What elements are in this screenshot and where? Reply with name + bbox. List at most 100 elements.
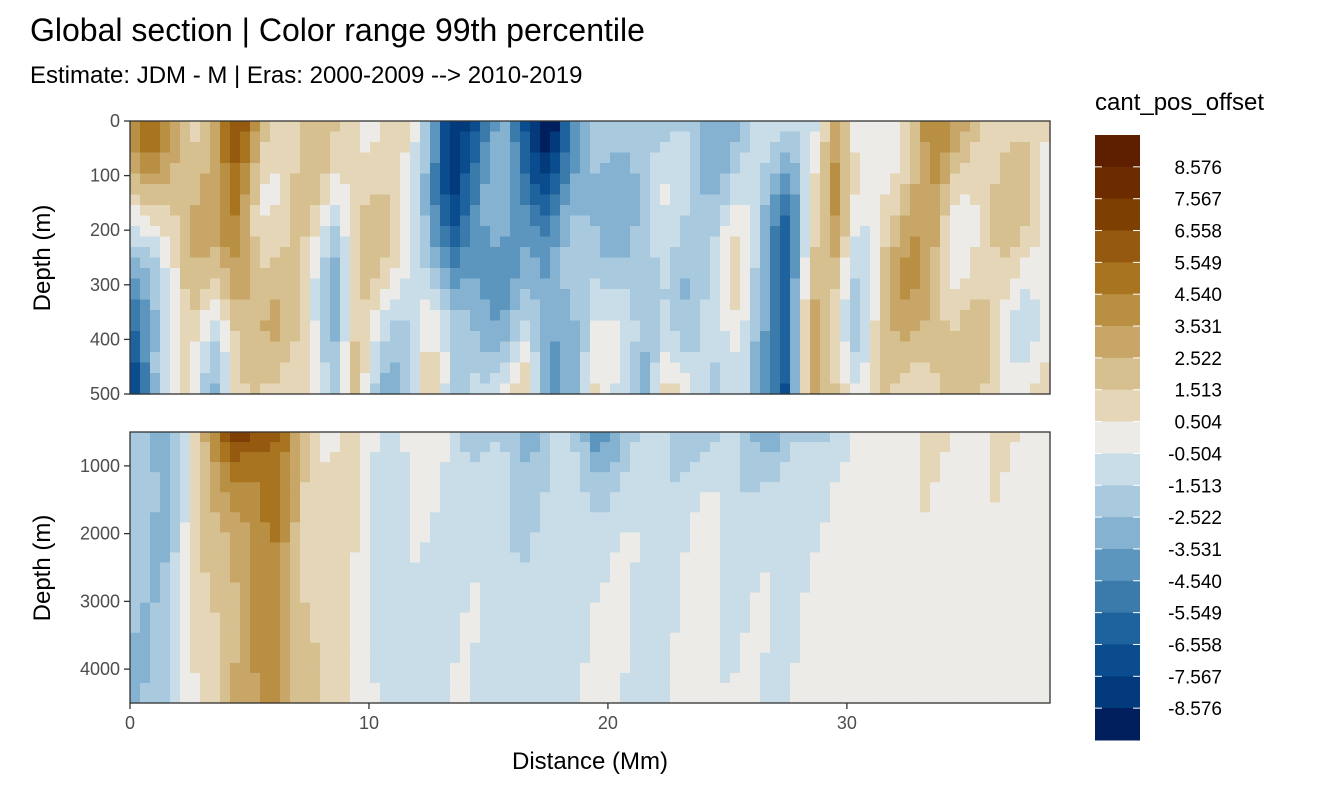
field-cell <box>900 142 911 154</box>
field-cell <box>710 257 721 269</box>
field-cell <box>680 492 691 503</box>
field-cell <box>460 692 471 704</box>
field-cell <box>600 121 611 133</box>
field-cell <box>200 320 211 332</box>
field-cell <box>200 472 211 483</box>
field-cell <box>750 522 761 533</box>
field-cell <box>340 502 351 513</box>
field-cell <box>600 320 611 332</box>
field-cell <box>200 173 211 185</box>
field-cell <box>150 582 161 594</box>
field-cell <box>810 131 821 143</box>
field-cell <box>900 299 911 311</box>
field-cell <box>850 310 861 322</box>
field-cell <box>580 692 591 704</box>
field-cell <box>310 502 321 513</box>
field-cell <box>330 642 341 654</box>
field-cell <box>230 163 241 175</box>
field-cell <box>400 592 411 604</box>
field-cell <box>460 236 471 248</box>
field-cell <box>1040 226 1051 238</box>
field-cell <box>790 692 801 704</box>
field-cell <box>770 142 781 154</box>
field-cell <box>910 205 921 217</box>
field-cell <box>440 320 451 332</box>
field-cell <box>390 562 401 574</box>
field-cell <box>940 163 951 175</box>
field-cell <box>760 642 771 654</box>
field-cell <box>320 373 331 385</box>
field-cell <box>180 552 191 564</box>
field-cell <box>150 682 161 694</box>
field-cell <box>430 582 441 594</box>
field-cell <box>420 184 431 196</box>
field-cell <box>270 352 281 364</box>
field-cell <box>480 205 491 217</box>
field-cell <box>140 184 151 196</box>
field-cell <box>370 215 381 227</box>
field-cell <box>350 215 361 227</box>
legend-swatch <box>1095 421 1140 454</box>
field-cell <box>320 341 331 353</box>
field-cell <box>180 152 191 164</box>
field-cell <box>140 662 151 674</box>
field-cell <box>840 163 851 175</box>
field-cell <box>240 352 251 364</box>
field-cell <box>770 331 781 343</box>
field-cell <box>850 432 861 443</box>
field-cell <box>1010 310 1021 322</box>
field-cell <box>700 512 711 523</box>
field-cell <box>210 152 221 164</box>
field-cell <box>710 642 721 654</box>
field-cell <box>640 612 651 624</box>
field-cell <box>430 383 441 395</box>
field-cell <box>700 602 711 614</box>
field-cell <box>310 682 321 694</box>
field-cell <box>340 383 351 395</box>
field-cell <box>600 612 611 624</box>
field-cell <box>350 522 361 533</box>
field-cell <box>630 247 641 259</box>
field-cell <box>980 331 991 343</box>
field-cell <box>970 462 981 473</box>
field-cell <box>690 642 701 654</box>
field-cell <box>700 542 711 554</box>
field-cell <box>850 512 861 523</box>
field-cell <box>530 432 541 443</box>
field-cell <box>510 236 521 248</box>
field-cell <box>460 215 471 227</box>
field-cell <box>450 522 461 533</box>
field-cell <box>330 572 341 584</box>
field-cell <box>880 662 891 674</box>
field-cell <box>1040 462 1051 473</box>
field-cell <box>920 582 931 594</box>
field-cell <box>800 442 811 453</box>
field-cell <box>760 652 771 664</box>
field-cell <box>350 592 361 604</box>
field-cell <box>990 352 1001 364</box>
field-cell <box>250 247 261 259</box>
field-cell <box>480 268 491 280</box>
field-cell <box>730 572 741 584</box>
field-cell <box>960 582 971 594</box>
field-cell <box>370 142 381 154</box>
field-cell <box>220 492 231 503</box>
field-cell <box>830 432 841 443</box>
field-cell <box>460 682 471 694</box>
field-cell <box>550 552 561 564</box>
field-cell <box>860 602 871 614</box>
field-cell <box>580 562 591 574</box>
field-cell <box>150 652 161 664</box>
field-cell <box>480 215 491 227</box>
field-cell <box>780 552 791 564</box>
field-cell <box>800 278 811 290</box>
field-cell <box>280 289 291 301</box>
field-cell <box>190 163 201 175</box>
field-cell <box>660 542 671 554</box>
field-cell <box>790 442 801 453</box>
field-cell <box>960 492 971 503</box>
field-cell <box>440 215 451 227</box>
field-cell <box>950 492 961 503</box>
field-cell <box>550 268 561 280</box>
field-cell <box>290 542 301 554</box>
